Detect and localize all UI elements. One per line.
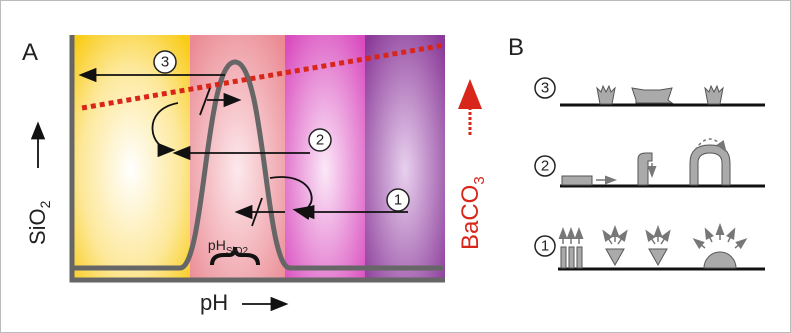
step-number: 1: [541, 238, 549, 255]
step-number: 3: [161, 54, 169, 71]
band-yellow: [72, 35, 190, 280]
step-number: 1: [394, 192, 402, 209]
right-main: BaCO: [457, 185, 484, 250]
step-3: 3: [535, 78, 555, 98]
step-number: 2: [316, 132, 324, 149]
step-1: 1: [535, 236, 555, 256]
rod: [577, 247, 582, 268]
step-number: 3: [541, 80, 549, 97]
crystal: [632, 88, 672, 103]
panel-a: 3 2 1 pHSiO2 A pH SiO2 BaCO3: [22, 35, 488, 315]
figure: 3 2 1 pHSiO2 A pH SiO2 BaCO3 B 3 2 1: [0, 0, 791, 333]
region-sub: SiO2: [226, 246, 249, 257]
rod: [569, 247, 574, 268]
y-main: SiO: [25, 208, 50, 245]
panel-label: B: [508, 34, 524, 61]
x-axis-label: pH: [200, 290, 228, 315]
right-axis-label: BaCO3: [457, 176, 488, 250]
flat-crystal: [562, 176, 592, 185]
step-2: 2: [535, 156, 555, 176]
step-number: 2: [541, 158, 549, 175]
panel-label: A: [22, 39, 38, 66]
band-purple: [365, 35, 445, 280]
rod: [561, 247, 566, 268]
step-1: 1: [387, 189, 409, 211]
right-sub: 3: [471, 176, 488, 184]
step-3: 3: [154, 51, 176, 73]
region-main: pH: [208, 237, 226, 253]
y-sub: 2: [37, 200, 53, 208]
step-2: 2: [309, 129, 331, 151]
